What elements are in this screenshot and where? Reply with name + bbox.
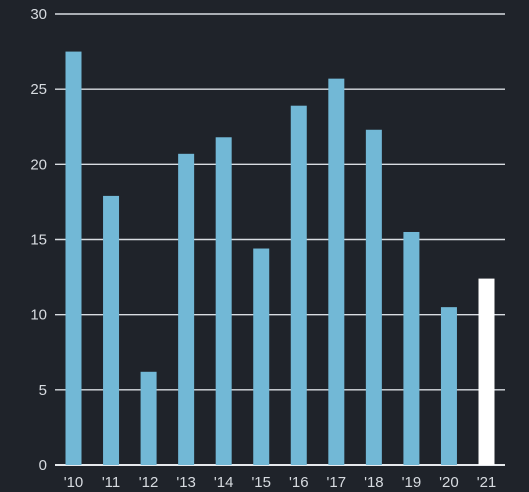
bar-15: [253, 248, 270, 465]
x-tick-label: '14: [214, 474, 234, 491]
bar-21: [478, 278, 495, 465]
x-tick-label: '15: [251, 474, 271, 491]
bar-17: [328, 78, 345, 465]
x-tick-label: '12: [139, 474, 159, 491]
bar-12: [140, 371, 157, 465]
y-tick-label: 10: [30, 307, 47, 324]
bar-10: [65, 51, 82, 465]
bar-16: [290, 105, 307, 465]
bar-18: [365, 129, 382, 465]
x-tick-label: '10: [64, 474, 84, 491]
x-tick-label: '21: [477, 474, 497, 491]
x-tick-label: '18: [364, 474, 384, 491]
y-axis-tick-labels: 0 5 10 15 20 25 30: [30, 6, 47, 474]
bar-13: [178, 153, 195, 465]
y-tick-label: 30: [30, 6, 47, 23]
bar-20: [440, 307, 457, 465]
y-tick-label: 5: [39, 382, 47, 399]
x-tick-label: '11: [102, 474, 120, 491]
x-tick-label: '19: [402, 474, 422, 491]
bar-11: [103, 195, 120, 465]
y-tick-label: 15: [30, 232, 47, 249]
y-tick-label: 20: [30, 156, 47, 173]
x-tick-label: '16: [289, 474, 309, 491]
bars: [65, 51, 495, 465]
x-tick-label: '13: [176, 474, 196, 491]
y-tick-label: 25: [30, 81, 47, 98]
x-tick-label: '20: [439, 474, 459, 491]
gridlines: [55, 13, 505, 466]
y-tick-label: 0: [39, 457, 47, 474]
bar-14: [215, 137, 232, 465]
x-tick-label: '17: [327, 474, 347, 491]
x-axis-tick-labels: '10 '11 '12 '13 '14 '15 '16 '17 '18 '19 '20 '21: [64, 474, 497, 491]
bar-19: [403, 231, 420, 465]
